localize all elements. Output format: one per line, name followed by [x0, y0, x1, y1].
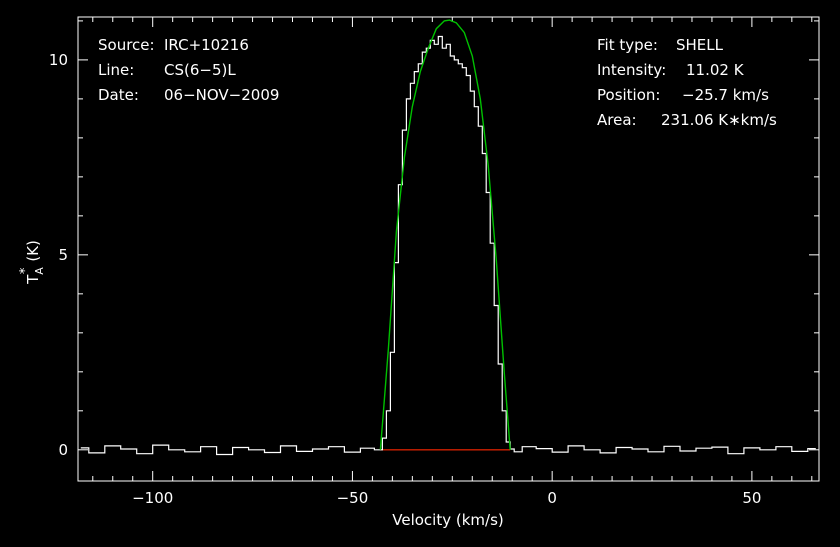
info-date-value: 06−NOV−2009 [164, 86, 279, 104]
x-tick-labels: −100 −50 0 50 [132, 489, 761, 507]
info-intensity-value: 11.02 K [686, 61, 745, 79]
tick-marks [78, 17, 819, 481]
y-tick-label: 10 [49, 51, 68, 69]
info-fit-type-value: SHELL [676, 36, 724, 54]
series-layer [80, 19, 816, 456]
info-right: Fit type: SHELL Intensity: 11.02 K Posit… [597, 36, 777, 129]
info-left: Source: IRC+10216 Line: CS(6−5)L Date: 0… [98, 36, 279, 104]
y-tick-label: 5 [58, 246, 68, 264]
x-axis-label: Velocity (km/s) [392, 511, 503, 529]
info-line-value: CS(6−5)L [164, 61, 236, 79]
y-axis-label-unit: (K) [24, 240, 42, 262]
info-position-key: Position: [597, 86, 660, 104]
info-date-key: Date: [98, 86, 139, 104]
x-tick-label: −100 [132, 489, 173, 507]
y-axis-label: TA* (K) [18, 240, 46, 285]
info-area-key: Area: [597, 111, 637, 129]
info-position-value: −25.7 km/s [682, 86, 769, 104]
info-source-value: IRC+10216 [164, 36, 249, 54]
y-tick-label: 0 [58, 441, 68, 459]
y-axis-label-sub: A [33, 267, 46, 275]
y-axis-label-main: T [24, 274, 42, 285]
shell-fit-series [379, 19, 511, 450]
info-intensity-key: Intensity: [597, 61, 666, 79]
y-axis-label-sup: * [18, 267, 33, 274]
x-tick-label: 50 [742, 489, 761, 507]
x-tick-label: −50 [337, 489, 369, 507]
y-tick-labels: 0 5 10 [49, 51, 68, 459]
x-tick-label: 0 [547, 489, 557, 507]
info-source-key: Source: [98, 36, 155, 54]
info-line-key: Line: [98, 61, 134, 79]
info-fit-type-key: Fit type: [597, 36, 658, 54]
info-area-value: 231.06 K∗km/s [661, 111, 777, 129]
spectrum-series [80, 35, 816, 456]
svg-text:TA*(K): TA* (K) [18, 240, 46, 285]
plot-frame [77, 16, 820, 482]
